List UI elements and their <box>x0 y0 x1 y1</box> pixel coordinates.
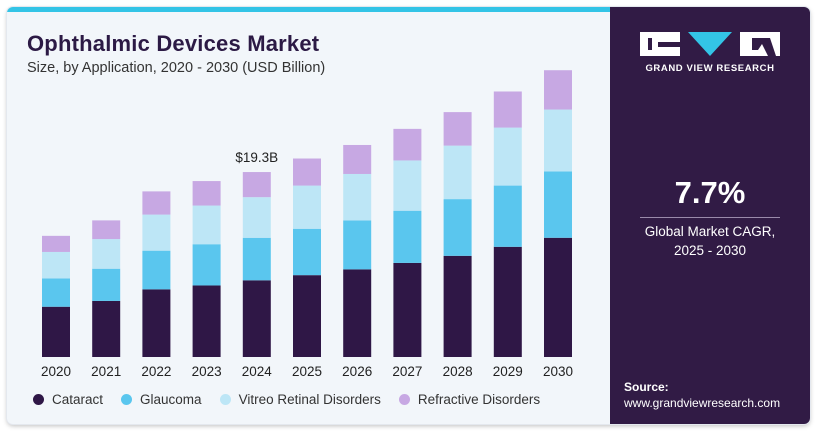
source-link[interactable]: www.grandviewresearch.com <box>624 396 781 410</box>
bar-segment-glaucoma-2028 <box>443 199 472 256</box>
bar-segment-refractive-2030 <box>544 70 572 110</box>
bar-segment-glaucoma-2026 <box>343 220 372 270</box>
bar-segment-vitreo-retinal-2027 <box>393 160 422 211</box>
bar-segment-refractive-2021 <box>92 220 121 240</box>
legend-label: Glaucoma <box>140 392 202 407</box>
legend-item-cataract: Cataract <box>33 392 103 407</box>
bar-segment-vitreo-retinal-2022 <box>142 214 171 251</box>
bar-segment-vitreo-retinal-2025 <box>293 185 321 229</box>
bar-segment-glaucoma-2029 <box>493 185 522 247</box>
legend-item-vitreo: Vitreo Retinal Disorders <box>219 392 381 407</box>
x-tick-label: 2024 <box>242 364 273 379</box>
summary-panel: GRAND VIEW RESEARCH 7.7% Global Market C… <box>610 7 810 424</box>
x-tick-label: 2028 <box>443 364 473 379</box>
legend-swatch-glaucoma <box>121 394 133 405</box>
x-tick-label: 2020 <box>41 364 71 379</box>
bar-segment-cataract-2021 <box>92 300 121 357</box>
bar-segment-glaucoma-2025 <box>293 228 321 276</box>
bar-segment-cataract-2024 <box>242 280 271 357</box>
bar-segment-refractive-2023 <box>192 181 221 206</box>
chart-title: Ophthalmic Devices Market <box>27 31 320 56</box>
source-label: Source: <box>624 380 669 394</box>
cagr-label-line2: 2025 - 2030 <box>673 243 747 258</box>
cagr-label: Global Market CAGR, 2025 - 2030 <box>610 222 810 260</box>
bar-segment-vitreo-retinal-2030 <box>544 109 572 172</box>
bar-segment-vitreo-retinal-2023 <box>192 205 221 245</box>
legend-item-refractive: Refractive Disorders <box>398 392 541 407</box>
legend-swatch-refractive <box>398 394 410 405</box>
legend-label: Refractive Disorders <box>417 392 541 407</box>
x-tick-label: 2026 <box>342 364 372 379</box>
bar-segment-refractive-2029 <box>493 91 522 128</box>
x-tick-label: 2022 <box>141 364 171 379</box>
x-tick-label: 2030 <box>543 364 573 379</box>
legend-swatch-cataract <box>33 394 44 405</box>
bar-segment-refractive-2022 <box>142 191 171 215</box>
bar-segment-cataract-2030 <box>544 237 572 357</box>
chart-legend: Cataract Glaucoma Vitreo Retinal Disorde… <box>33 392 558 407</box>
x-tick-label: 2029 <box>493 364 523 379</box>
bar-segment-cataract-2027 <box>393 262 422 357</box>
bar-segment-vitreo-retinal-2020 <box>42 251 70 279</box>
legend-label: Cataract <box>52 392 104 407</box>
bar-segment-vitreo-retinal-2024 <box>242 197 271 238</box>
bar-segment-cataract-2026 <box>343 269 372 357</box>
brand-name: GRAND VIEW RESEARCH <box>645 63 775 74</box>
accent-bar <box>7 7 610 12</box>
source-note: Source: www.grandviewresearch.com <box>624 379 780 411</box>
bar-segment-glaucoma-2023 <box>192 244 221 286</box>
legend-item-glaucoma: Glaucoma <box>121 392 202 407</box>
divider <box>640 217 780 218</box>
bar-segment-cataract-2023 <box>192 285 221 357</box>
bar-segment-refractive-2027 <box>393 128 422 161</box>
x-tick-label: 2021 <box>91 364 121 379</box>
bar-segment-vitreo-retinal-2021 <box>92 239 121 269</box>
bar-segment-glaucoma-2024 <box>242 237 271 281</box>
bar-segment-glaucoma-2030 <box>544 171 572 238</box>
bar-segment-glaucoma-2022 <box>142 250 171 290</box>
bar-segment-glaucoma-2027 <box>393 210 422 263</box>
x-tick-label: 2023 <box>192 364 222 379</box>
bar-segment-refractive-2026 <box>343 144 372 174</box>
x-tick-label: 2025 <box>292 364 322 379</box>
data-label-2024: $19.3B <box>235 150 278 165</box>
chart-subtitle: Size, by Application, 2020 - 2030 (USD B… <box>27 60 326 76</box>
bar-segment-cataract-2025 <box>293 275 321 357</box>
infographic-card: Ophthalmic Devices Market Size, by Appli… <box>7 7 810 424</box>
bar-segment-refractive-2020 <box>42 235 70 252</box>
bar-segment-cataract-2020 <box>42 306 70 357</box>
bar-segment-vitreo-retinal-2029 <box>493 127 522 186</box>
bar-segment-vitreo-retinal-2026 <box>343 173 372 221</box>
bar-segment-glaucoma-2020 <box>42 278 70 307</box>
bar-segment-glaucoma-2021 <box>92 268 121 301</box>
legend-label: Vitreo Retinal Disorders <box>238 392 381 407</box>
cagr-label-line1: Global Market CAGR, <box>644 224 776 239</box>
bar-segment-refractive-2025 <box>293 158 321 186</box>
stacked-bar-chart: 2020 2021 2022 2023 2024 $19.3B 2025 2026 2027 20… <box>41 70 573 379</box>
grand-view-research-logo <box>640 32 780 56</box>
bar-segment-cataract-2022 <box>142 289 171 357</box>
legend-swatch-vitreo <box>219 394 231 405</box>
bar-segment-cataract-2029 <box>493 246 522 357</box>
cagr-value: 7.7% <box>674 175 746 210</box>
x-tick-label: 2027 <box>392 364 422 379</box>
bar-segment-refractive-2024 <box>242 172 271 198</box>
bar-segment-refractive-2028 <box>443 112 472 146</box>
bar-segment-vitreo-retinal-2028 <box>443 145 472 200</box>
bar-segment-cataract-2028 <box>443 255 472 357</box>
